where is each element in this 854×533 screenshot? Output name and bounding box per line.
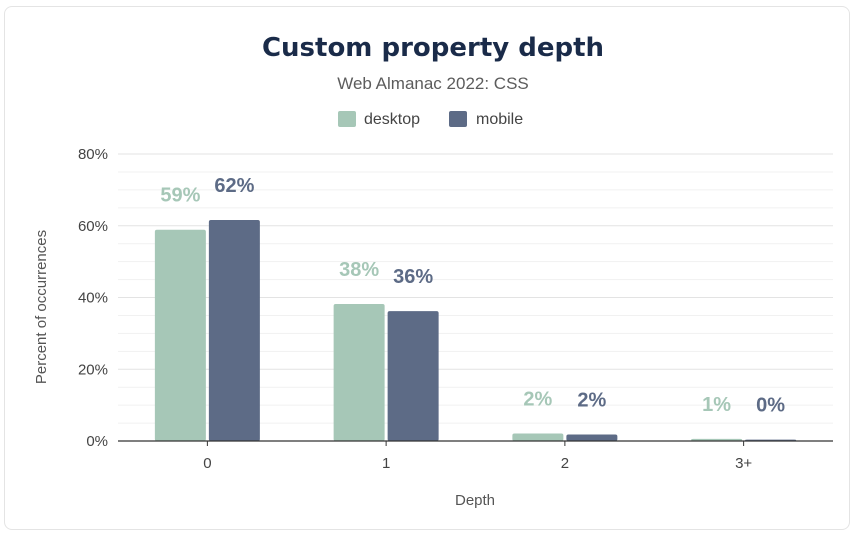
legend-swatch-mobile[interactable]	[449, 111, 467, 127]
chart-title: Custom property depth	[262, 33, 604, 63]
bar-desktop-0[interactable]	[154, 229, 206, 441]
y-tick-label: 80%	[78, 146, 108, 163]
bar-desktop-1[interactable]	[333, 303, 385, 441]
x-tick-label: 2	[561, 455, 569, 472]
legend: desktop mobile	[338, 111, 523, 128]
legend-swatch-desktop[interactable]	[338, 111, 356, 127]
data-label-mobile-0: 62%	[214, 175, 254, 197]
data-label-desktop-0: 59%	[160, 185, 200, 207]
data-label-desktop-2: 2%	[523, 388, 552, 410]
bar-mobile-1[interactable]	[387, 311, 439, 441]
legend-label-mobile[interactable]: mobile	[476, 111, 523, 128]
data-labels: 59% 62% 38% 36% 2% 2% 1% 0%	[160, 175, 785, 417]
x-tick-label: 1	[382, 455, 390, 472]
y-tick-label: 40%	[78, 290, 108, 307]
x-tick-label: 0	[203, 455, 211, 472]
y-axis-ticks: 0% 20% 40% 60% 80%	[78, 146, 108, 450]
x-axis-ticks: 0 1 2 3+	[203, 441, 752, 472]
data-label-desktop-3+: 1%	[702, 394, 731, 416]
bars	[154, 220, 797, 441]
bar-desktop-2[interactable]	[512, 433, 564, 441]
y-axis-title: Percent of occurrences	[33, 230, 50, 384]
bar-mobile-2[interactable]	[566, 434, 618, 441]
chart-card	[4, 6, 850, 530]
data-label-mobile-3+: 0%	[756, 395, 785, 417]
data-label-mobile-2: 2%	[577, 390, 606, 412]
y-tick-label: 0%	[86, 433, 108, 450]
legend-label-desktop[interactable]: desktop	[364, 111, 420, 128]
x-tick-label: 3+	[735, 455, 752, 472]
y-tick-label: 60%	[78, 218, 108, 235]
bar-mobile-0[interactable]	[208, 220, 260, 441]
data-label-mobile-1: 36%	[393, 266, 433, 288]
x-axis-title: Depth	[455, 492, 495, 509]
y-tick-label: 20%	[78, 361, 108, 378]
chart-subtitle: Web Almanac 2022: CSS	[337, 74, 529, 93]
data-label-desktop-1: 38%	[339, 259, 379, 281]
